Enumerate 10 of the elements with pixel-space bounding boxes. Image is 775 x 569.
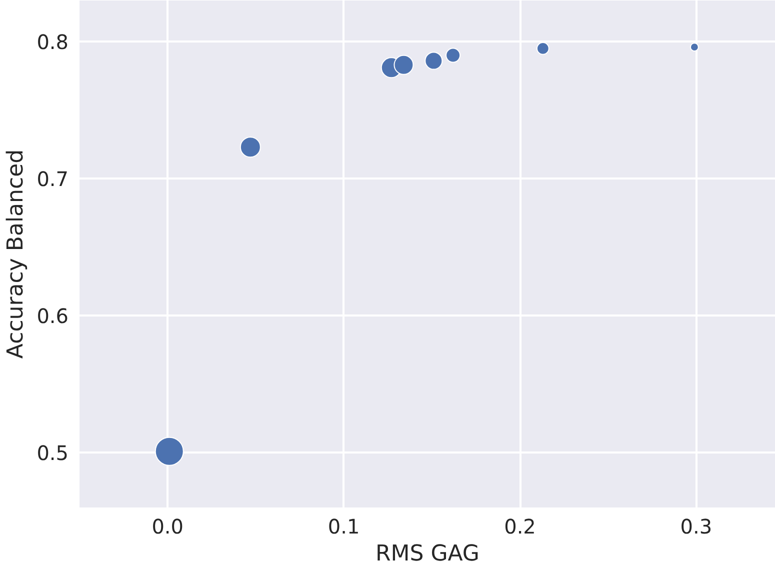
y-tick-label: 0.6 — [36, 304, 69, 328]
y-tick-label: 0.8 — [36, 30, 69, 54]
y-axis-title: Accuracy Balanced — [4, 149, 29, 359]
y-tick-label: 0.5 — [36, 441, 69, 466]
x-axis-title: RMS GAG — [376, 542, 480, 566]
x-tick-label: 0.1 — [328, 514, 360, 538]
x-tick-label: 0.2 — [504, 514, 536, 538]
x-tick-label: 0.3 — [680, 514, 712, 538]
x-tick-label: 0.0 — [152, 514, 184, 538]
y-tick-label: 0.7 — [36, 167, 69, 192]
